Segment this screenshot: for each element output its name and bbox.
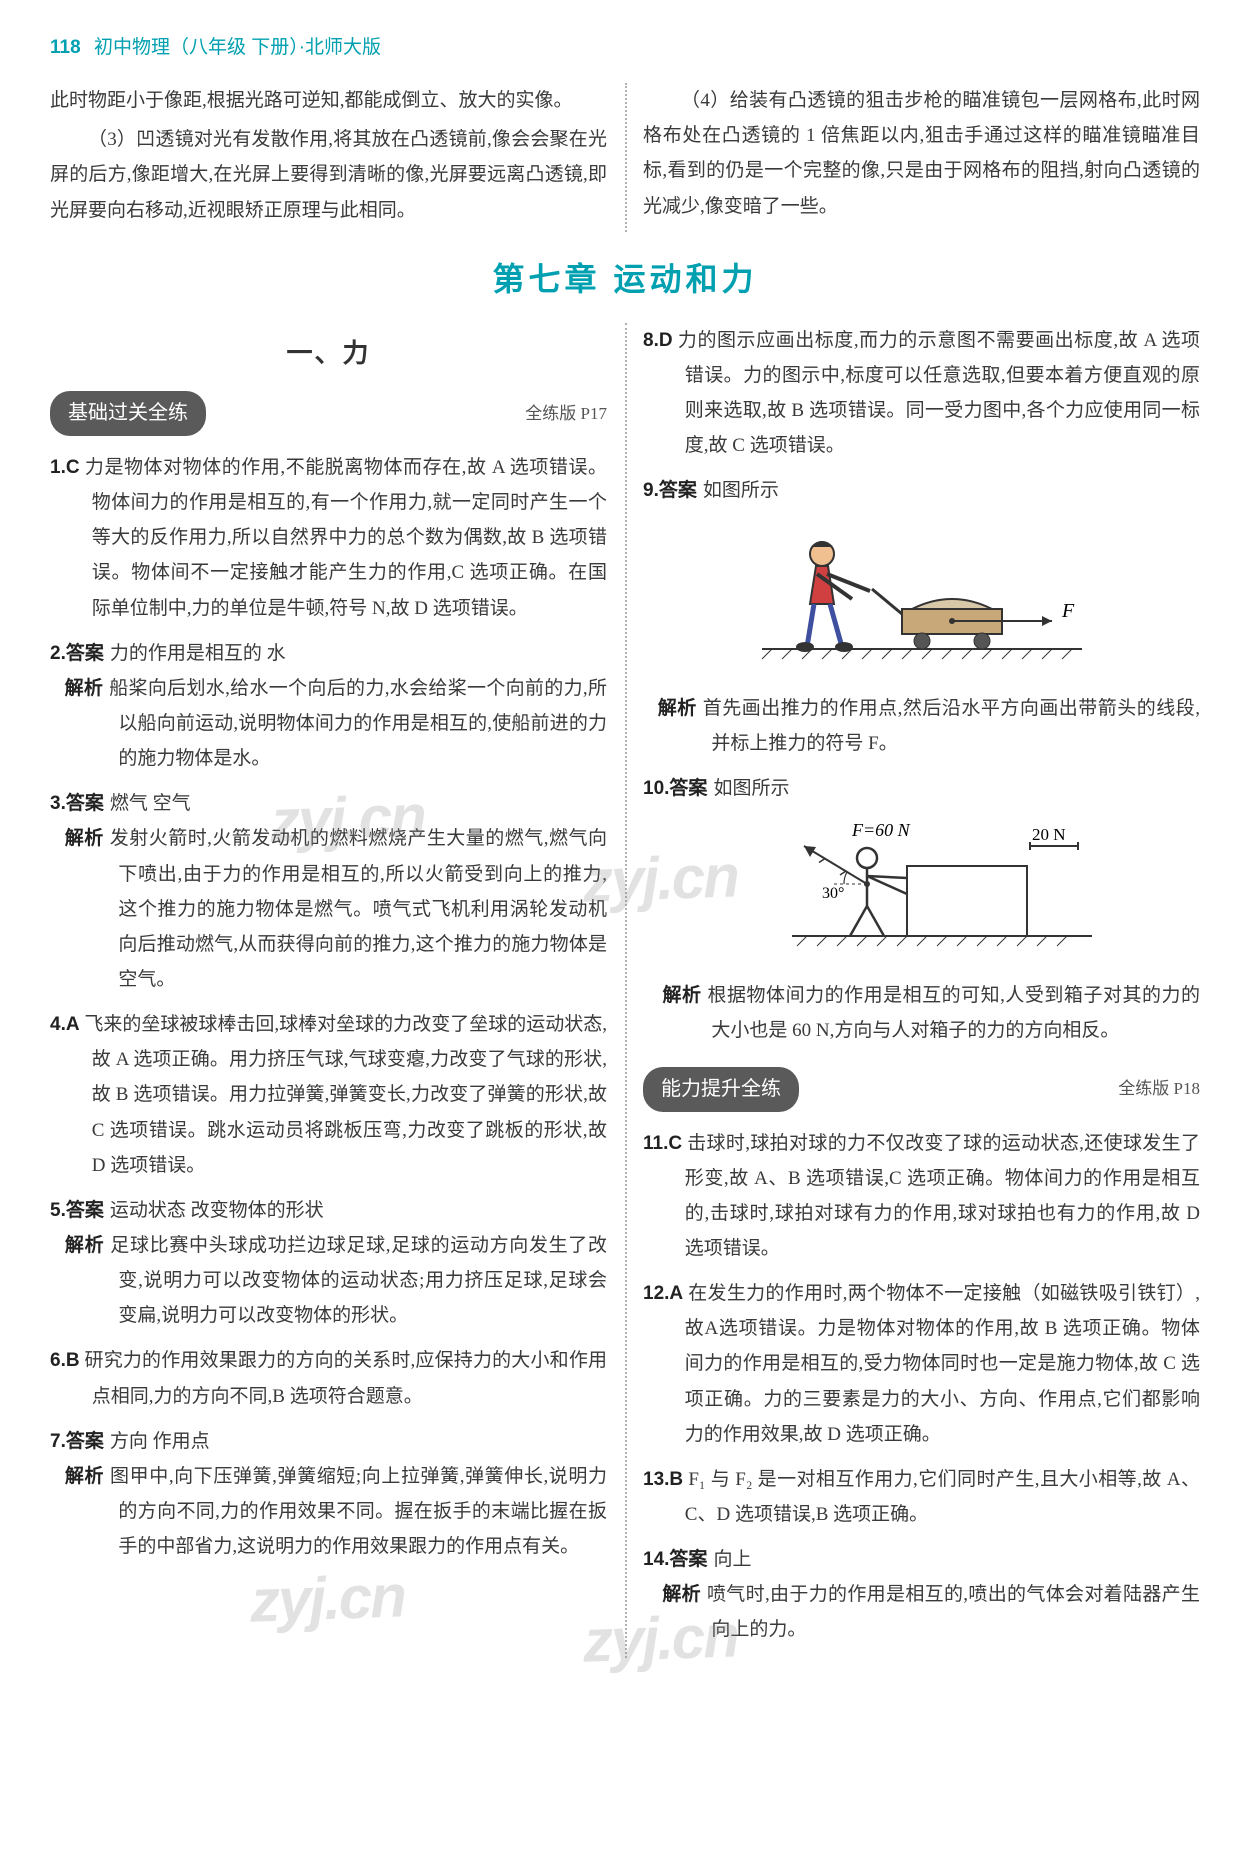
- q3-anstext: 燃气 空气: [110, 793, 191, 814]
- q5-anstext: 运动状态 改变物体的形状: [110, 1200, 324, 1221]
- q14-exptext: 喷气时,由于力的作用是相互的,喷出的气体会对着陆器产生向上的力。: [707, 1584, 1200, 1640]
- left-column: 一、力 基础过关全练 全练版 P17 1.C 力是物体对物体的作用,不能脱离物体…: [50, 323, 607, 1658]
- q8: 8.D 力的图示应画出标度,而力的示意图不需要画出标度,故 A 选项错误。力的图…: [643, 323, 1200, 464]
- q4: 4.A 飞来的垒球被球棒击回,球棒对垒球的力改变了垒球的运动状态,故 A 选项正…: [50, 1007, 607, 1183]
- q3-ans: 3.答案燃气 空气: [50, 786, 607, 821]
- right-column: 8.D 力的图示应画出标度,而力的示意图不需要画出标度,故 A 选项错误。力的图…: [643, 323, 1200, 1658]
- q8-num: 8.D: [643, 330, 673, 351]
- q1: 1.C 力是物体对物体的作用,不能脱离物体而存在,故 A 选项错误。物体间力的作…: [50, 450, 607, 626]
- q2-anslabel: 答案: [66, 643, 104, 664]
- q10-exp: 10解析根据物体间力的作用是相互的可知,人受到箱子对其的力的大小也是 60 N,…: [643, 978, 1200, 1048]
- q7-ans: 7.答案方向 作用点: [50, 1424, 607, 1459]
- q5-explabel: 解析: [64, 1235, 104, 1256]
- q7-explabel: 解析: [64, 1466, 104, 1487]
- chapter-title: 第七章 运动和力: [50, 250, 1200, 309]
- q3-num: 3.: [50, 793, 66, 814]
- q9-anstext: 如图所示: [703, 480, 779, 501]
- q9-exptext: 首先画出推力的作用点,然后沿水平方向画出带箭头的线段,并标上推力的符号 F。: [703, 698, 1200, 754]
- q7-num: 7.: [50, 1431, 66, 1452]
- basic-page-ref: 全练版 P17: [525, 398, 607, 429]
- q13-num: 13.B: [643, 1469, 683, 1490]
- q3-exp: 3.解析发射火箭时,火箭发动机的燃料燃烧产生大量的燃气,燃气向下喷出,由于力的作…: [50, 821, 607, 997]
- ability-badge: 能力提升全练: [643, 1067, 799, 1112]
- section-title: 一、力: [50, 329, 607, 377]
- main-divider: [625, 323, 627, 1658]
- q13: 13.B F₁ 与 F₂ 是一对相互作用力,它们同时产生,且大小相等,故 A、C…: [643, 1462, 1200, 1532]
- q10-ans: 10.答案如图所示: [643, 771, 1200, 806]
- q7-exp: 7.解析图甲中,向下压弹簧,弹簧缩短;向上拉弹簧,弹簧伸长,说明力的方向不同,力…: [50, 1459, 607, 1564]
- q6-text: 研究力的作用效果跟力的方向的关系时,应保持力的大小和作用点相同,力的方向不同,B…: [85, 1350, 607, 1406]
- q11-num: 11.C: [643, 1133, 682, 1154]
- q14-anstext: 向上: [713, 1549, 751, 1570]
- q5-ans: 5.答案运动状态 改变物体的形状: [50, 1193, 607, 1228]
- q2-exptext: 船桨向后划水,给水一个向后的力,水会给桨一个向前的力,所以船向前运动,说明物体间…: [109, 678, 607, 769]
- q14-exp: 14解析喷气时,由于力的作用是相互的,喷出的气体会对着陆器产生向上的力。: [643, 1577, 1200, 1647]
- basic-badge: 基础过关全练: [50, 391, 206, 436]
- q2-anstext: 力的作用是相互的 水: [110, 643, 286, 664]
- q9-num: 9.: [643, 480, 659, 501]
- q1-text: 力是物体对物体的作用,不能脱离物体而存在,故 A 选项错误。物体间力的作用是相互…: [85, 457, 607, 619]
- q8-text: 力的图示应画出标度,而力的示意图不需要画出标度,故 A 选项错误。力的图示中,标…: [678, 330, 1200, 456]
- page-header: 118 初中物理（八年级 下册）·北师大版: [50, 30, 1200, 65]
- q4-text: 飞来的垒球被球棒击回,球棒对垒球的力改变了垒球的运动状态,故 A 选项正确。用力…: [84, 1014, 607, 1176]
- ability-page-ref: 全练版 P18: [1118, 1073, 1200, 1104]
- q10-anstext: 如图所示: [713, 778, 789, 799]
- q4-num: 4.A: [50, 1014, 80, 1035]
- q3-anslabel: 答案: [66, 793, 104, 814]
- intro-left-p1: 此时物距小于像距,根据光路可逆知,都能成倒立、放大的实像。: [50, 83, 607, 118]
- q3-explabel: 解析: [64, 828, 103, 849]
- q10-anslabel: 答案: [669, 778, 707, 799]
- q2-exp: 2.解析船桨向后划水,给水一个向后的力,水会给桨一个向前的力,所以船向前运动,说…: [50, 671, 607, 776]
- basic-badge-row: 基础过关全练 全练版 P17: [50, 391, 607, 436]
- intro-right: （4）给装有凸透镜的狙击步枪的瞄准镜包一层网格布,此时网格布处在凸透镜的 1 倍…: [643, 83, 1200, 232]
- q10-explabel: 解析: [662, 985, 702, 1006]
- force-label-60n: F=60 N: [851, 820, 911, 840]
- q7-anstext: 方向 作用点: [110, 1431, 210, 1452]
- ability-badge-row: 能力提升全练 全练版 P18: [643, 1067, 1200, 1112]
- page-number: 118: [50, 37, 81, 58]
- q2-explabel: 解析: [64, 678, 103, 699]
- q14-explabel: 解析: [662, 1584, 701, 1605]
- q12: 12.A 在发生力的作用时,两个物体不一定接触（如磁铁吸引铁钉）,故A选项错误。…: [643, 1276, 1200, 1452]
- q5-exp: 5.解析足球比赛中头球成功拦边球足球,足球的运动方向发生了改变,说明力可以改变物…: [50, 1228, 607, 1333]
- intro-right-p1: （4）给装有凸透镜的狙击步枪的瞄准镜包一层网格布,此时网格布处在凸透镜的 1 倍…: [643, 83, 1200, 224]
- q14-num: 14.: [643, 1549, 669, 1570]
- q9-anslabel: 答案: [659, 480, 697, 501]
- force-label-f: F: [1061, 600, 1075, 622]
- q10-exptext: 根据物体间力的作用是相互的可知,人受到箱子对其的力的大小也是 60 N,方向与人…: [708, 985, 1200, 1041]
- intro-left: 此时物距小于像距,根据光路可逆知,都能成倒立、放大的实像。 （3）凹透镜对光有发…: [50, 83, 607, 232]
- q5-num: 5.: [50, 1200, 66, 1221]
- q7-exptext: 图甲中,向下压弹簧,弹簧缩短;向上拉弹簧,弹簧伸长,说明力的方向不同,力的作用效…: [110, 1466, 607, 1557]
- angle-label: 30°: [822, 885, 844, 902]
- q6: 6.B 研究力的作用效果跟力的方向的关系时,应保持力的大小和作用点相同,力的方向…: [50, 1343, 607, 1413]
- figure-person-box: 30° F=60 N 20 N: [643, 816, 1200, 968]
- q2-num: 2.: [50, 643, 66, 664]
- q12-text: 在发生力的作用时,两个物体不一定接触（如磁铁吸引铁钉）,故A选项错误。力是物体对…: [685, 1283, 1200, 1445]
- figure-boy-cart: F: [643, 519, 1200, 681]
- q12-num: 12.A: [643, 1283, 683, 1304]
- q7-anslabel: 答案: [66, 1431, 104, 1452]
- main-columns: 一、力 基础过关全练 全练版 P17 1.C 力是物体对物体的作用,不能脱离物体…: [50, 323, 1200, 1658]
- q9-exp: 9.解析首先画出推力的作用点,然后沿水平方向画出带箭头的线段,并标上推力的符号 …: [643, 691, 1200, 761]
- q13-text: F₁ 与 F₂ 是一对相互作用力,它们同时产生,且大小相等,故 A、C、D 选项…: [685, 1469, 1200, 1525]
- q10-num: 10.: [643, 778, 669, 799]
- q11: 11.C 击球时,球拍对球的力不仅改变了球的运动状态,还使球发生了形变,故 A、…: [643, 1126, 1200, 1267]
- q5-anslabel: 答案: [66, 1200, 104, 1221]
- scale-label-20n: 20 N: [1032, 825, 1066, 844]
- intro-left-p2: （3）凹透镜对光有发散作用,将其放在凸透镜前,像会会聚在光屏的后方,像距增大,在…: [50, 122, 607, 227]
- column-divider: [625, 83, 627, 232]
- q9-ans: 9.答案如图所示: [643, 473, 1200, 508]
- q14-anslabel: 答案: [669, 1549, 707, 1570]
- book-title: 初中物理（八年级 下册）·北师大版: [94, 37, 381, 58]
- q14-ans: 14.答案向上: [643, 1542, 1200, 1577]
- q6-num: 6.B: [50, 1350, 80, 1371]
- q1-num: 1.C: [50, 457, 80, 478]
- q9-explabel: 解析: [657, 698, 696, 719]
- intro-columns: 此时物距小于像距,根据光路可逆知,都能成倒立、放大的实像。 （3）凹透镜对光有发…: [50, 83, 1200, 232]
- q2-ans: 2.答案力的作用是相互的 水: [50, 636, 607, 671]
- q3-exptext: 发射火箭时,火箭发动机的燃料燃烧产生大量的燃气,燃气向下喷出,由于力的作用是相互…: [110, 828, 607, 990]
- q5-exptext: 足球比赛中头球成功拦边球足球,足球的运动方向发生了改变,说明力可以改变物体的运动…: [110, 1235, 607, 1326]
- q11-text: 击球时,球拍对球的力不仅改变了球的运动状态,还使球发生了形变,故 A、B 选项错…: [685, 1133, 1200, 1259]
